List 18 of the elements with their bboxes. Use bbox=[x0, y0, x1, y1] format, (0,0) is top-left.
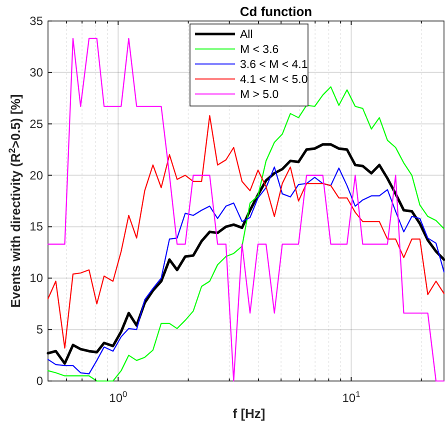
y-tick-label: 15 bbox=[30, 220, 44, 234]
y-tick-label: 0 bbox=[36, 374, 44, 388]
legend-label: All bbox=[240, 29, 253, 41]
legend-label: M > 5.0 bbox=[240, 89, 279, 101]
line-series bbox=[47, 115, 445, 349]
y-tick-label: 5 bbox=[36, 322, 44, 337]
legend-label: 3.6 < M < 4.1 bbox=[240, 59, 308, 71]
y-tick-label: 20 bbox=[30, 168, 44, 182]
y-tick-label: 30 bbox=[30, 65, 44, 80]
y-tick-label: 35 bbox=[30, 14, 44, 28]
x-axis-title: f [Hz] bbox=[232, 406, 266, 421]
x-tick-label: 10$^{0}$ bbox=[109, 389, 128, 405]
y-tick-label: 25 bbox=[30, 116, 44, 131]
x-tick-label: 10$^{1}$ bbox=[342, 389, 361, 405]
y-tick-label: 10 bbox=[30, 271, 44, 286]
legend-label: M < 3.6 bbox=[240, 44, 279, 56]
chart-title: Cd function bbox=[240, 4, 312, 19]
legend-label: 4.1 < M < 5.0 bbox=[240, 74, 308, 86]
